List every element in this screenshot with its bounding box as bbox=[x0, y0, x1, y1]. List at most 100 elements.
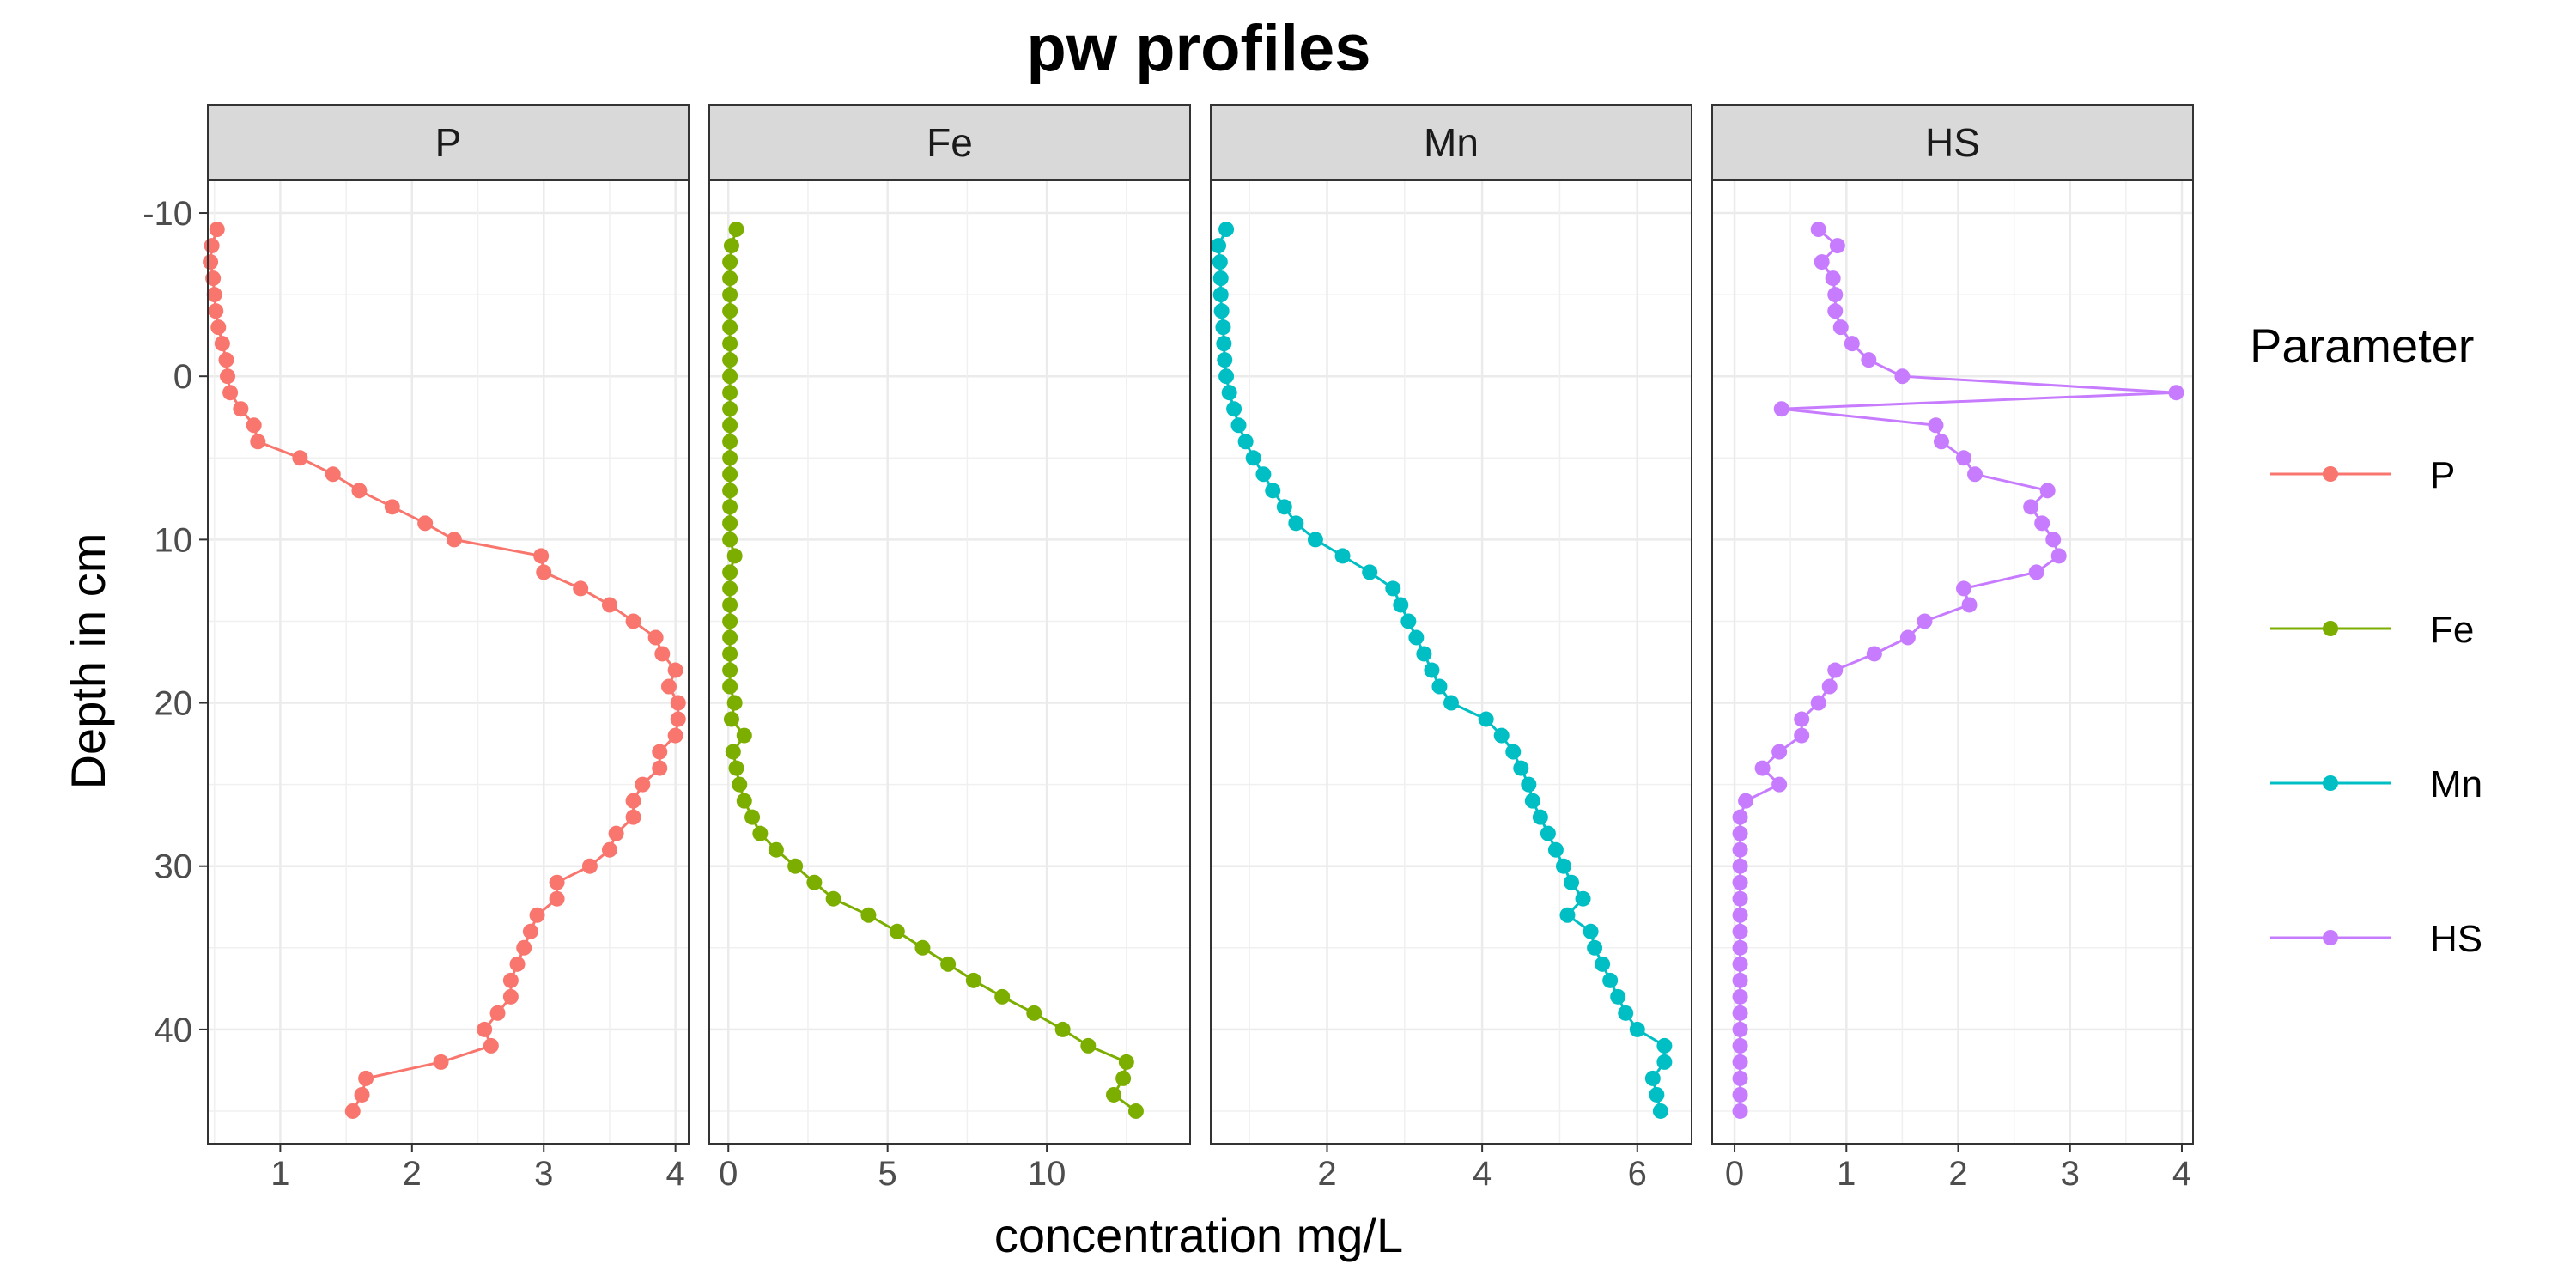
data-point bbox=[1218, 368, 1235, 385]
data-point bbox=[489, 1005, 506, 1021]
data-point bbox=[722, 532, 738, 548]
data-point bbox=[625, 793, 641, 809]
panel-border bbox=[207, 179, 690, 1145]
data-point bbox=[1732, 972, 1748, 988]
data-point bbox=[722, 254, 738, 270]
data-point bbox=[722, 401, 738, 417]
data-point bbox=[1821, 678, 1838, 695]
data-point bbox=[722, 319, 738, 336]
data-point bbox=[1587, 939, 1603, 956]
data-point bbox=[1794, 711, 1810, 727]
data-point bbox=[1540, 825, 1556, 841]
data-point bbox=[1933, 434, 1949, 450]
data-point bbox=[2023, 499, 2039, 515]
data-point bbox=[1288, 515, 1304, 532]
data-point bbox=[1080, 1037, 1097, 1054]
data-point bbox=[502, 988, 519, 1005]
data-point bbox=[1732, 1021, 1748, 1037]
data-point bbox=[209, 222, 225, 238]
data-point bbox=[214, 336, 230, 352]
data-point bbox=[1215, 319, 1231, 336]
x-tick-label: 10 bbox=[1028, 1155, 1066, 1193]
data-point bbox=[1595, 956, 1611, 972]
data-point bbox=[1754, 760, 1771, 776]
data-point bbox=[722, 287, 738, 303]
data-point bbox=[1559, 907, 1576, 923]
facet-strip-label: P bbox=[435, 120, 462, 165]
data-point bbox=[1443, 695, 1459, 711]
x-tick-label: 1 bbox=[270, 1155, 289, 1193]
data-point bbox=[940, 956, 957, 972]
data-point bbox=[1115, 1070, 1132, 1086]
data-point bbox=[722, 662, 738, 678]
data-point bbox=[2045, 532, 2062, 548]
data-point bbox=[1732, 874, 1748, 890]
data-point bbox=[654, 646, 671, 662]
data-point bbox=[1732, 1054, 1748, 1070]
data-point bbox=[722, 483, 738, 499]
data-point bbox=[246, 417, 262, 434]
data-point bbox=[1732, 858, 1748, 874]
data-point bbox=[965, 972, 981, 988]
data-point bbox=[660, 678, 677, 695]
data-point bbox=[1393, 597, 1409, 613]
panel-background bbox=[709, 180, 1190, 1144]
data-point bbox=[1794, 727, 1810, 744]
data-point bbox=[722, 352, 738, 368]
x-tick-label: 3 bbox=[534, 1155, 553, 1193]
data-point bbox=[483, 1037, 499, 1054]
data-point bbox=[204, 238, 220, 254]
data-point bbox=[581, 858, 598, 874]
chart-title: pw profiles bbox=[1026, 12, 1370, 85]
data-point bbox=[1866, 646, 1882, 662]
panel-p: P 1 2 3 4 bbox=[203, 104, 690, 1193]
x-tick-label: 2 bbox=[1317, 1155, 1336, 1193]
data-point bbox=[1732, 1103, 1748, 1119]
data-point bbox=[1385, 580, 1401, 597]
data-point bbox=[994, 988, 1011, 1005]
x-tick-label: 0 bbox=[1725, 1155, 1744, 1193]
panel-mn: Mn 2 4 6 bbox=[1210, 104, 1692, 1193]
data-point bbox=[825, 890, 841, 907]
data-point bbox=[1513, 760, 1529, 776]
data-point bbox=[477, 1021, 493, 1037]
data-point bbox=[1212, 270, 1229, 287]
data-point bbox=[1218, 222, 1235, 238]
data-point bbox=[1832, 319, 1849, 336]
data-point bbox=[250, 434, 266, 450]
data-point bbox=[516, 939, 532, 956]
data-point bbox=[889, 923, 905, 939]
data-point bbox=[625, 809, 641, 825]
data-point bbox=[652, 760, 668, 776]
data-point bbox=[722, 450, 738, 466]
legend-label: Fe bbox=[2430, 609, 2474, 651]
data-point bbox=[722, 336, 738, 352]
data-point bbox=[1602, 972, 1619, 988]
data-point bbox=[1773, 401, 1789, 417]
facet-strip-label: HS bbox=[1925, 120, 1980, 165]
x-axis-title: concentration mg/L bbox=[994, 1208, 1403, 1262]
data-point bbox=[446, 532, 462, 548]
x-tick-label: 5 bbox=[878, 1155, 897, 1193]
data-point bbox=[1644, 1070, 1661, 1086]
data-point bbox=[1810, 695, 1826, 711]
data-point bbox=[635, 776, 651, 793]
data-point bbox=[1814, 254, 1830, 270]
data-point bbox=[384, 499, 400, 515]
data-point bbox=[1564, 874, 1579, 890]
data-point bbox=[1334, 548, 1351, 564]
data-point bbox=[1230, 417, 1247, 434]
data-point bbox=[1961, 597, 1978, 613]
data-point bbox=[670, 711, 686, 727]
legend-item-hs: HS bbox=[2270, 918, 2482, 960]
data-point bbox=[1771, 744, 1788, 760]
y-tick-label: -10 bbox=[143, 195, 192, 233]
data-point bbox=[292, 450, 308, 466]
data-point bbox=[1221, 385, 1237, 401]
data-point bbox=[1928, 417, 1944, 434]
data-point bbox=[1216, 336, 1232, 352]
data-point bbox=[205, 270, 222, 287]
data-point bbox=[549, 890, 565, 907]
legend-item-fe: Fe bbox=[2270, 609, 2474, 651]
